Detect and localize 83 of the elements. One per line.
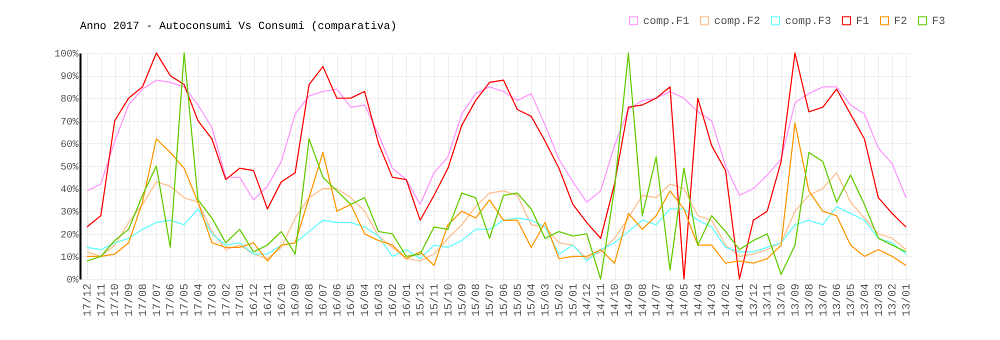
legend-label: comp.F1: [643, 16, 690, 28]
legend-label: F2: [894, 16, 908, 28]
x-tick-label: 16/01: [402, 283, 414, 317]
y-tick-label: 10%: [60, 252, 78, 264]
x-tick-label: 14/02: [721, 284, 734, 317]
x-tick-label: 17/11: [96, 283, 108, 317]
x-tick-label: 13/04: [860, 283, 872, 317]
y-tick-label: 60%: [60, 140, 78, 151]
x-tick-label: 17/07: [152, 284, 164, 317]
y-tick-label: 80%: [60, 94, 78, 106]
x-tick-label: 17/09: [124, 284, 136, 317]
y-tick-label: 40%: [60, 185, 78, 196]
x-tick-label: 14/07: [652, 284, 664, 317]
x-tick-label: 15/02: [554, 284, 566, 317]
x-tick-label: 13/11: [762, 283, 775, 317]
x-tick-label: 14/06: [666, 284, 678, 317]
x-tick-label: 15/11: [430, 283, 442, 317]
x-tick-label: 16/06: [332, 284, 344, 317]
x-tick-label: 14/12: [582, 284, 594, 317]
x-tick-label: 13/12: [748, 284, 761, 317]
x-tick-label: 14/01: [734, 283, 747, 317]
x-tick-label: 16/07: [318, 284, 330, 317]
x-tick-label: 13/01: [902, 283, 914, 317]
x-tick-label: 17/04: [194, 283, 206, 317]
x-tick-label: 14/08: [638, 284, 650, 317]
x-tick-label: 15/01: [568, 283, 580, 317]
y-tick-label: 90%: [60, 72, 78, 84]
x-tick-label: 16/02: [388, 284, 400, 317]
x-tick-label: 13/03: [874, 284, 886, 317]
x-tick-label: 17/06: [166, 284, 178, 317]
x-tick-label: 17/01: [235, 283, 248, 317]
x-tick-label: 17/08: [138, 284, 150, 317]
line-series: [86, 52, 907, 280]
x-tick-label: 17/10: [110, 284, 122, 317]
legend-label: comp.F3: [785, 16, 832, 28]
y-tick-label: 70%: [60, 117, 78, 128]
x-tick-label: 13/06: [832, 284, 844, 317]
line-series: [86, 172, 907, 262]
line-series: [86, 206, 907, 262]
x-tick-label: 13/07: [818, 284, 830, 317]
x-tick-label: 13/05: [846, 284, 858, 317]
legend-label: F1: [856, 16, 870, 28]
y-tick-label: 0%: [66, 276, 78, 286]
x-tick-label: 16/04: [360, 283, 372, 317]
x-tick-label: 13/09: [790, 284, 802, 317]
x-tick-label: 15/05: [512, 284, 525, 317]
x-tick-label: 15/06: [498, 284, 511, 317]
x-tick-label: 16/08: [304, 284, 317, 317]
x-tick-label: 15/08: [471, 284, 484, 317]
x-tick-label: 16/03: [374, 284, 386, 317]
chart-title: Anno 2017 - Autoconsumi Vs Consumi (comparativa): [80, 21, 397, 33]
x-tick-label: 16/11: [262, 283, 275, 317]
x-tick-label: 14/11: [596, 283, 608, 317]
y-tick-label: 30%: [60, 208, 78, 219]
x-tick-label: 15/09: [457, 284, 470, 317]
x-tick-label: 15/12: [416, 284, 428, 317]
x-tick-label: 13/02: [888, 284, 900, 317]
x-tick-label: 17/03: [207, 284, 220, 317]
x-tick-label: 13/10: [776, 284, 789, 317]
x-tick-label: 14/04: [693, 283, 706, 317]
x-tick-label: 14/05: [679, 284, 692, 317]
x-tick-label: 15/03: [540, 284, 553, 317]
y-tick-label: 50%: [60, 162, 78, 174]
y-tick-label: 20%: [60, 230, 78, 242]
x-tick-label: 14/09: [624, 284, 636, 317]
x-tick-label: 16/10: [276, 284, 289, 317]
x-tick-label: 13/08: [804, 284, 816, 317]
x-tick-label: 16/12: [249, 284, 262, 317]
x-tick-label: 14/03: [707, 284, 720, 317]
x-tick-label: 17/05: [180, 284, 192, 317]
x-tick-label: 16/09: [290, 284, 303, 317]
line-series: [86, 122, 907, 266]
x-tick-label: 17/12: [82, 284, 94, 317]
x-tick-label: 14/10: [610, 284, 622, 317]
y-tick-label: 100%: [54, 50, 78, 60]
x-tick-label: 15/07: [485, 284, 498, 317]
x-tick-label: 17/02: [221, 284, 234, 317]
line-series: [86, 80, 907, 206]
x-tick-label: 16/05: [346, 284, 358, 317]
x-tick-label: 15/04: [526, 283, 539, 317]
legend-label: F3: [932, 16, 946, 28]
legend-label: comp.F2: [714, 16, 760, 28]
x-tick-label: 15/10: [443, 284, 456, 317]
